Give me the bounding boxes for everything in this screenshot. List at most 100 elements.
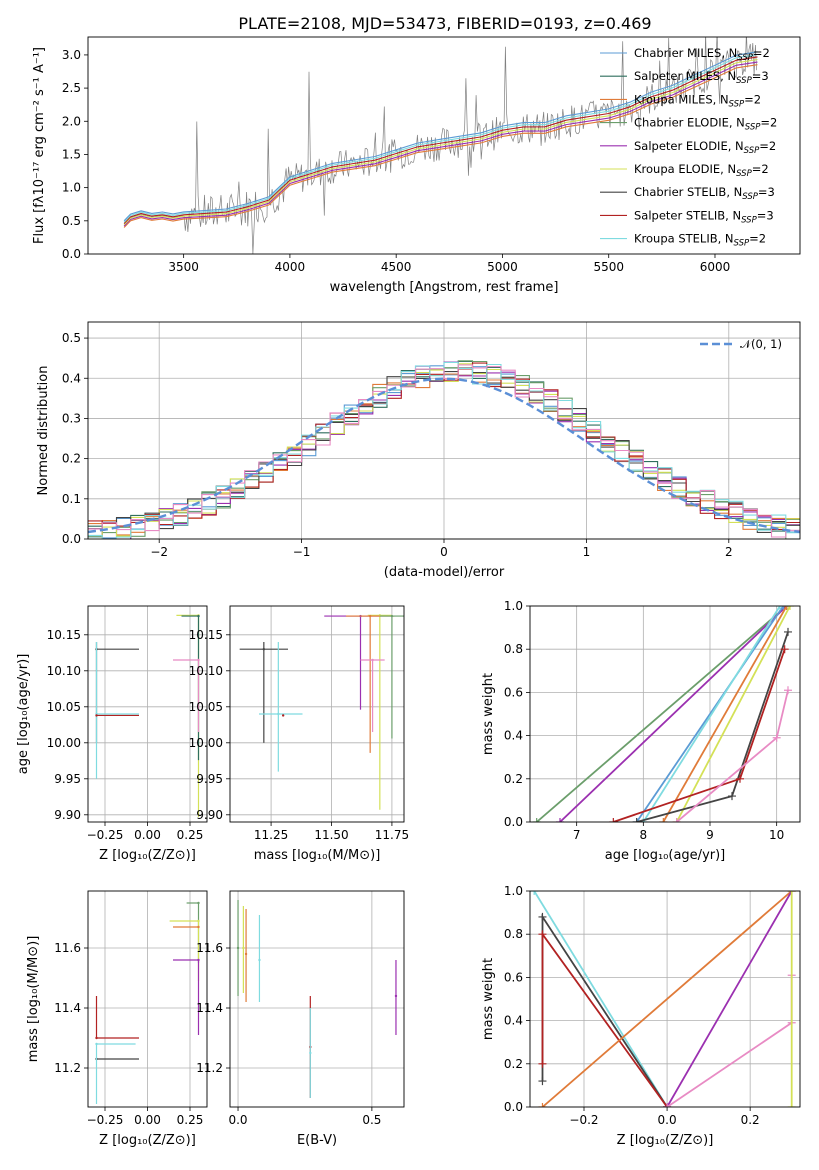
weight-marker [663, 1103, 672, 1107]
legend-name: Salpeter MILES, N [634, 69, 736, 83]
x-tick-label: 4500 [381, 260, 412, 274]
y-tick-label: 1.5 [62, 147, 81, 161]
grid [230, 891, 404, 1107]
y-tick-label: 1.0 [504, 599, 523, 613]
x-axis-label: Z [log₁₀(Z/Z⊙)] [99, 1133, 196, 1148]
data-point [236, 946, 240, 950]
figure-title: PLATE=2108, MJD=53473, FIBERID=0193, z=0… [238, 14, 651, 33]
plot-area [532, 606, 794, 822]
weight-marker [672, 818, 681, 822]
x-tick-label: 0.25 [177, 1113, 204, 1127]
legend-name: Kroupa MILES, N [634, 92, 729, 106]
data-point [281, 714, 285, 717]
x-tick-label: 3500 [168, 260, 199, 274]
legend-subscript: SSP [742, 192, 758, 202]
y-tick-label: 10.15 [47, 628, 81, 642]
y-tick-label: 0.2 [62, 452, 81, 466]
weight-marker [787, 1103, 796, 1107]
x-tick-label: 2 [725, 545, 733, 559]
x-tick-label: 6000 [700, 260, 731, 274]
data-point [197, 614, 200, 618]
weight-marker [786, 606, 794, 610]
y-tick-label: 10.05 [47, 700, 81, 714]
x-tick-label: −2 [150, 545, 168, 559]
axes-frame [529, 605, 801, 823]
model-spectrum-salpeter_stelib [123, 56, 758, 224]
y-tick-label: 0.8 [504, 642, 523, 656]
plot-area [530, 891, 796, 1107]
legend-label: Chabrier ELODIE, NSSP=2 [634, 116, 777, 133]
weight-marker [538, 1059, 547, 1068]
axes-frame [87, 36, 801, 255]
panel-massweight-vs-age: 7 8 9 10 0.0 0.2 0.4 0.6 0.8 1.0 age [log₁₀(age/yr… [481, 599, 801, 863]
y-tick-label: 0.0 [504, 1100, 523, 1114]
y-tick-label: 11.6 [196, 941, 223, 955]
y-tick-label: 11.4 [196, 1001, 223, 1015]
weight-line-chabrier_stelib [541, 913, 668, 1107]
y-tick-label: 11.4 [54, 1001, 81, 1015]
x-tick-label: 9 [706, 828, 714, 842]
model-spectrum-kroupa_miles [123, 64, 758, 228]
legend-name: Chabrier MILES, N [634, 46, 737, 60]
x-tick-label: 11.25 [254, 828, 288, 842]
weight-line-chabrier_elodie [536, 606, 788, 822]
axes-frame [529, 890, 801, 1108]
axes-frame [87, 890, 208, 1108]
data-point [371, 658, 374, 662]
legend-subscript: SSP [744, 146, 760, 156]
weight-marker [736, 774, 744, 783]
y-tick-label: 9.90 [54, 808, 81, 822]
y-tick-label: 0.8 [504, 927, 523, 941]
weight-line-kroupa_stelib [642, 606, 781, 822]
weight-marker [538, 1103, 547, 1107]
model-spectrum-salpeter_elodie [123, 61, 758, 227]
y-tick-label: 0.0 [62, 532, 81, 546]
y-tick-label: 0.5 [62, 214, 81, 228]
axes-frame [87, 321, 801, 540]
y-tick-label: 9.95 [54, 772, 81, 786]
panel-age-vs-mass: 11.25 11.50 11.75 9.90 9.95 10.00 10.05 10.10 10… [189, 605, 409, 863]
x-tick-label: −0.25 [87, 1113, 124, 1127]
grid [88, 891, 207, 1107]
plot-area [123, 37, 758, 254]
legend-name: Salpeter STELIB, N [634, 208, 741, 222]
legend-label: Salpeter STELIB, NSSP=3 [634, 208, 774, 225]
weight-line-salpeter_elodie [559, 606, 788, 822]
model-spectrum-kroupa_elodie [123, 58, 758, 226]
weight-marker [556, 818, 564, 822]
x-tick-label: 11.50 [314, 828, 348, 842]
weight-line-kroupa_miles [541, 891, 793, 1107]
data-point [197, 919, 200, 923]
y-tick-label: 10.10 [189, 664, 223, 678]
legend-subscript: SSP [736, 76, 752, 86]
legend-name: Kroupa STELIB, N [634, 232, 734, 246]
weight-line-pink [666, 975, 793, 1107]
legend-tail: =3 [758, 185, 775, 199]
legend-label: Kroupa ELODIE, NSSP=2 [634, 162, 769, 179]
y-axis-label: Flux [fλ10⁻¹⁷ erg cm⁻² s⁻¹ A⁻¹] [32, 47, 47, 244]
legend-tail: =2 [753, 46, 770, 60]
weight-line-kroupa_elodie [675, 606, 791, 822]
data-point [390, 614, 394, 618]
y-tick-label: 9.95 [196, 772, 223, 786]
weight-marker [659, 818, 668, 822]
weight-marker [538, 912, 547, 921]
legend-tail: =3 [752, 69, 769, 83]
x-tick-label: 0 [440, 545, 448, 559]
x-axis-label: Z [log₁₀(Z/Z⊙)] [617, 1133, 714, 1148]
weight-marker [787, 891, 796, 895]
y-tick-label: 1.0 [62, 181, 81, 195]
x-tick-label: 0.00 [134, 1113, 161, 1127]
data-point [262, 648, 266, 651]
legend-subscript: SSP [737, 53, 753, 63]
weight-marker [538, 1077, 547, 1086]
weight-marker [780, 645, 789, 654]
data-point [95, 714, 98, 717]
y-tick-label: 0.4 [504, 1014, 523, 1028]
legend-name: Chabrier STELIB, N [634, 185, 742, 199]
data-point [394, 994, 398, 998]
y-tick-label: 0.5 [62, 331, 81, 345]
y-tick-label: 0.1 [62, 492, 81, 506]
data-point [197, 658, 200, 662]
